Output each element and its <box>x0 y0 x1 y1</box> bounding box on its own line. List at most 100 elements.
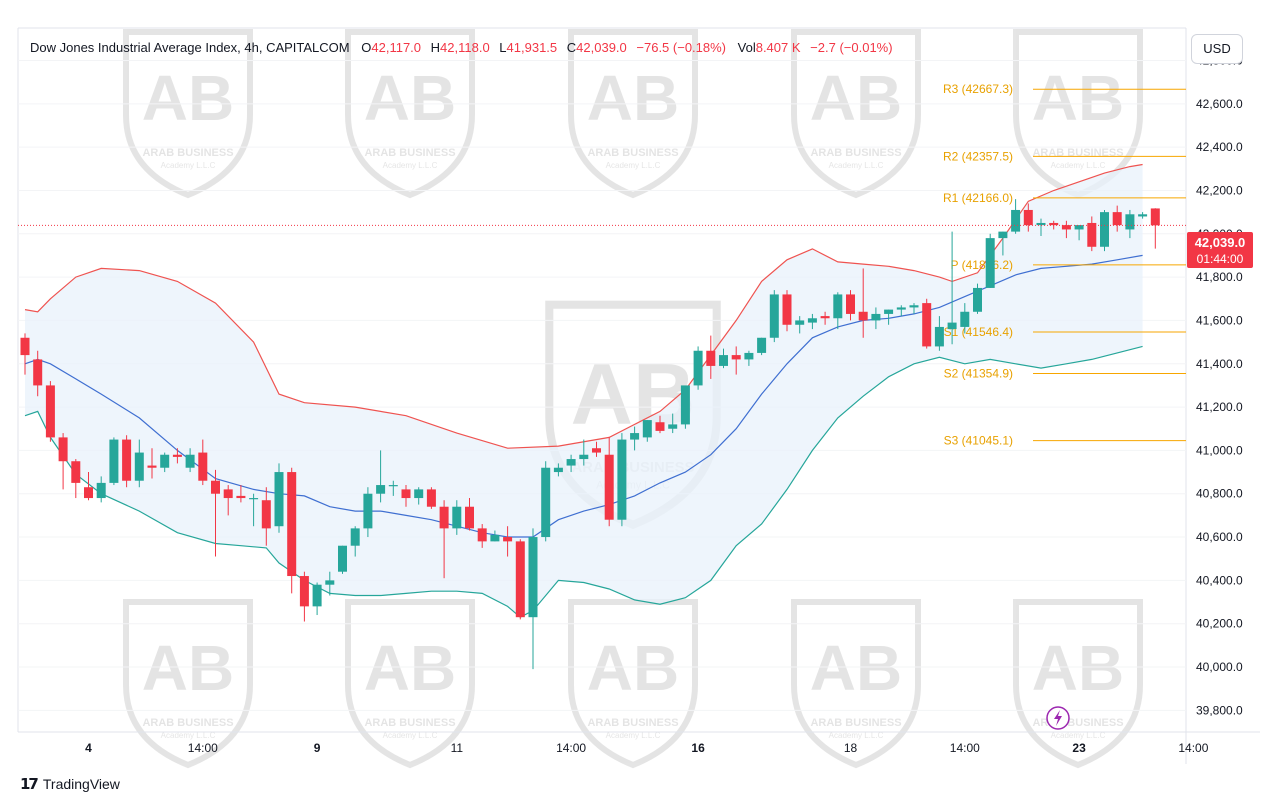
candle[interactable] <box>147 448 157 479</box>
candle[interactable] <box>490 530 500 542</box>
currency-button[interactable]: USD <box>1191 34 1243 64</box>
candle[interactable] <box>465 498 474 531</box>
candle[interactable] <box>630 426 640 451</box>
candle[interactable] <box>477 524 487 548</box>
candle[interactable] <box>363 487 373 538</box>
candle[interactable] <box>1112 205 1122 232</box>
candle[interactable] <box>947 231 957 345</box>
candle[interactable] <box>503 526 513 557</box>
candle[interactable] <box>706 335 716 379</box>
candlesticks[interactable] <box>20 199 1160 670</box>
lightning-icon[interactable] <box>1046 706 1070 730</box>
candle[interactable] <box>668 413 678 434</box>
candle[interactable] <box>731 346 741 375</box>
candle[interactable] <box>426 487 436 509</box>
candle[interactable] <box>312 582 322 616</box>
candle[interactable] <box>287 467 297 594</box>
candle[interactable] <box>655 415 665 434</box>
candle[interactable] <box>388 480 398 496</box>
candle[interactable] <box>1036 218 1046 236</box>
candle[interactable] <box>198 439 208 486</box>
candle[interactable] <box>109 437 119 486</box>
candle[interactable] <box>642 420 652 442</box>
candle[interactable] <box>719 348 728 369</box>
candle[interactable] <box>338 545 347 574</box>
candle[interactable] <box>884 309 894 325</box>
candle[interactable] <box>172 448 182 464</box>
candle[interactable] <box>185 448 195 473</box>
candle[interactable] <box>299 571 309 622</box>
candle[interactable] <box>553 463 563 477</box>
candle[interactable] <box>579 439 589 466</box>
candle[interactable] <box>122 435 132 488</box>
candle[interactable] <box>693 346 703 390</box>
watermark-text: ARAB BUSINESS <box>142 147 233 159</box>
candle[interactable] <box>249 493 259 527</box>
candle[interactable] <box>922 298 932 349</box>
candle[interactable] <box>566 454 576 473</box>
candle[interactable] <box>795 316 805 334</box>
candle[interactable] <box>325 571 335 596</box>
candle[interactable] <box>1011 199 1021 234</box>
candle[interactable] <box>350 526 360 557</box>
candle[interactable] <box>211 469 220 557</box>
candle[interactable] <box>858 268 868 338</box>
candle[interactable] <box>1074 225 1084 241</box>
candle[interactable] <box>909 303 919 314</box>
symbol-title[interactable]: Dow Jones Industrial Average Index, 4h, … <box>30 40 350 55</box>
candle[interactable] <box>769 290 779 343</box>
candle[interactable] <box>998 231 1008 256</box>
candle[interactable] <box>896 305 906 317</box>
candle[interactable] <box>20 333 30 375</box>
candle[interactable] <box>45 381 55 442</box>
candle-body <box>719 355 728 366</box>
candle[interactable] <box>84 472 93 501</box>
time-axis[interactable]: 4 14:00 9 11 14:00 16 18 14:00 23 14:00 <box>85 741 1209 755</box>
candle[interactable] <box>744 350 754 366</box>
candle[interactable] <box>757 337 767 356</box>
candle[interactable] <box>160 452 170 473</box>
candle[interactable] <box>58 433 68 490</box>
candle[interactable] <box>1150 208 1160 249</box>
candle[interactable] <box>1100 209 1109 252</box>
candle[interactable] <box>1125 209 1135 239</box>
candle[interactable] <box>261 487 271 546</box>
candle[interactable] <box>934 316 944 351</box>
candle[interactable] <box>71 459 81 499</box>
candle[interactable] <box>439 500 449 579</box>
candle[interactable] <box>515 539 525 620</box>
candle[interactable] <box>236 485 246 503</box>
candle[interactable] <box>134 439 144 488</box>
tradingview-branding[interactable]: 𝟭𝟳 TradingView <box>20 775 120 793</box>
candle[interactable] <box>33 350 43 397</box>
candle[interactable] <box>592 441 601 457</box>
candle[interactable] <box>541 461 551 542</box>
candle[interactable] <box>782 290 792 332</box>
candle-body <box>858 311 868 321</box>
candle[interactable] <box>973 283 982 314</box>
candle[interactable] <box>807 313 817 330</box>
candle[interactable] <box>871 307 881 330</box>
candle[interactable] <box>680 385 690 429</box>
candle[interactable] <box>833 292 843 330</box>
candle[interactable] <box>617 433 627 527</box>
price-axis[interactable]: 39,800.0 40,000.0 40,200.0 40,400.0 40,600.0… <box>1196 53 1243 717</box>
candle[interactable] <box>274 463 284 533</box>
candle[interactable] <box>1023 203 1033 232</box>
candle[interactable] <box>452 500 462 535</box>
candle[interactable] <box>846 290 855 321</box>
candle[interactable] <box>376 450 386 503</box>
candle[interactable] <box>96 476 106 503</box>
candle[interactable] <box>604 437 614 527</box>
candle[interactable] <box>414 487 424 505</box>
candle[interactable] <box>528 528 538 670</box>
candle[interactable] <box>985 233 995 288</box>
candle[interactable] <box>401 485 411 507</box>
candle[interactable] <box>960 303 970 334</box>
candle[interactable] <box>223 485 233 516</box>
candle[interactable] <box>820 311 830 325</box>
candle[interactable] <box>1061 220 1071 239</box>
candle[interactable] <box>1138 212 1148 219</box>
candle[interactable] <box>1087 216 1097 252</box>
